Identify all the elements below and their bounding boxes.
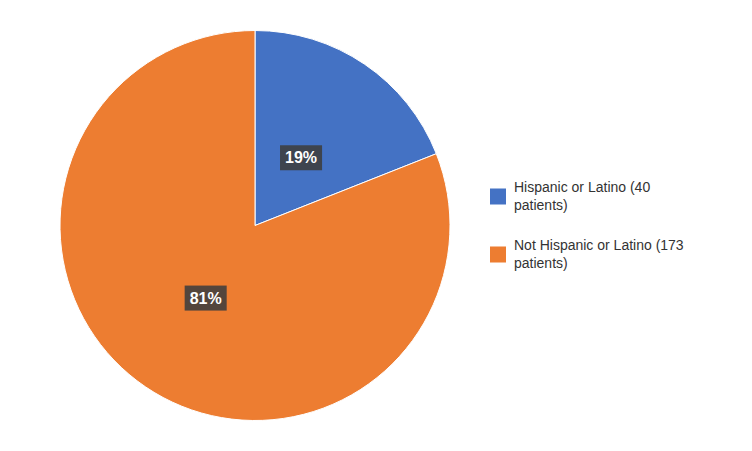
data-label-box [280,145,322,170]
chart-container: 19% 81% Hispanic or Latino (40patients) Not… [0,0,752,451]
background [0,0,752,451]
slices [60,31,450,421]
data-label-group: 19% [280,145,322,170]
legend-swatch [490,189,506,205]
legend-label: Hispanic or Latino (40patients) [514,179,650,213]
data-label: 81% [190,290,222,307]
data-label-box [185,286,227,311]
legend-swatch [490,247,506,263]
data-labels: 19% 81% [185,145,322,310]
data-label: 19% [285,149,317,166]
legend: Hispanic or Latino (40patients) Not Hispa… [490,179,684,271]
data-label-group: 81% [185,286,227,311]
chart: 19% 81% Hispanic or Latino (40patients) Not… [0,0,752,451]
pie-slice [60,31,450,421]
legend-label: Not Hispanic or Latino (173patients) [514,237,684,271]
